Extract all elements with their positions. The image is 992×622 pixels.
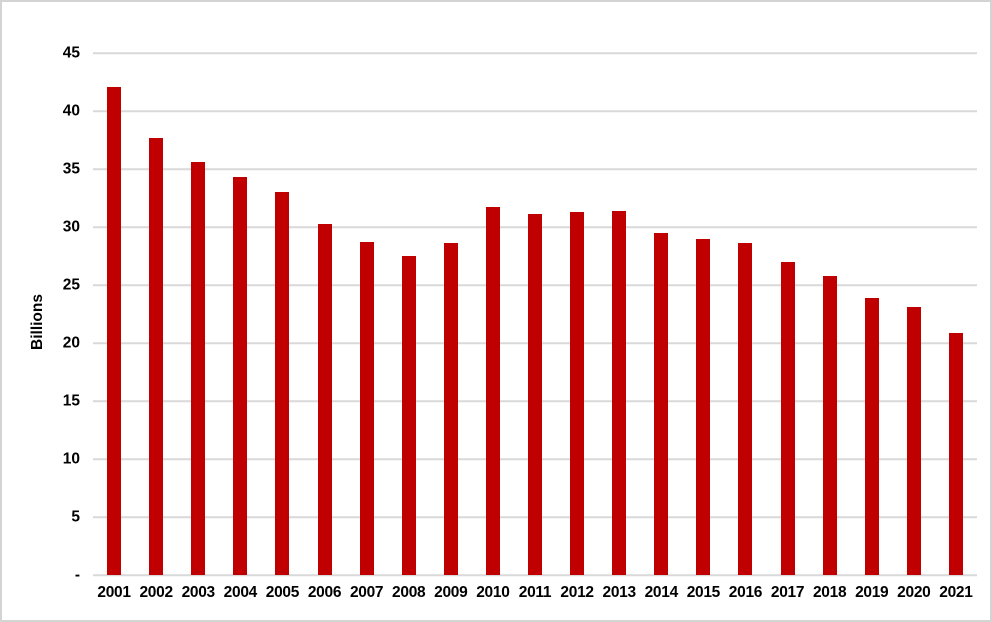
bar-slot-2010: [472, 53, 514, 575]
bar-2001: [107, 86, 122, 575]
y-tick-label-45: 45: [62, 44, 80, 62]
bar-2014: [654, 232, 669, 575]
bar-slot-2016: [724, 53, 766, 575]
bar-2019: [864, 297, 879, 575]
x-axis-labels: 2001 2002 2003 2004 2005 2006 2007 2008 2009 2010…: [93, 584, 977, 602]
bar-slot-2020: [893, 53, 935, 575]
bar-slot-2011: [514, 53, 556, 575]
bar-slot-2021: [935, 53, 977, 575]
x-tick-label-2001: 2001: [97, 584, 131, 601]
y-tick-label-5: 5: [71, 508, 80, 526]
bar-2006: [317, 223, 332, 575]
bar-slot-2014: [640, 53, 682, 575]
bar-slot-2008: [388, 53, 430, 575]
y-tick-label-25: 25: [62, 276, 80, 294]
x-tick-label-2017: 2017: [770, 584, 805, 601]
bar-2002: [149, 137, 164, 575]
bar-slot-2009: [430, 53, 472, 575]
x-tick-label-2019: 2019: [855, 584, 889, 601]
x-axis-line: [93, 574, 977, 576]
bar-2016: [738, 243, 753, 575]
y-tick-label-15: 15: [62, 392, 80, 410]
bar-2011: [527, 214, 542, 575]
x-tick-label-2005: 2005: [265, 584, 300, 601]
x-tick-label-2016: 2016: [728, 584, 763, 601]
y-tick-label-30: 30: [62, 218, 80, 236]
bar-2017: [780, 261, 795, 575]
gridline-45: [93, 52, 977, 54]
y-tick-label-35: 35: [62, 160, 80, 178]
bars: [93, 53, 977, 575]
bar-2021: [948, 332, 963, 575]
x-tick-label-2010: 2010: [476, 584, 510, 601]
y-tick-label-0: -: [74, 566, 80, 584]
bar-slot-2001: [93, 53, 135, 575]
bar-slot-2019: [851, 53, 893, 575]
plot-area: [93, 52, 977, 576]
bar-2020: [906, 307, 921, 575]
bar-slot-2003: [177, 53, 219, 575]
bar-2005: [275, 192, 290, 575]
x-tick-label-2012: 2012: [560, 584, 594, 601]
bar-slot-2004: [219, 53, 261, 575]
gridline-40: [93, 110, 977, 112]
bar-2010: [485, 207, 500, 575]
bar-2004: [233, 177, 248, 575]
y-axis-labels: 45 40 35 30 25 20 15 10 5 -: [2, 45, 80, 582]
bar-2008: [401, 256, 416, 575]
x-tick-label-2020: 2020: [897, 584, 931, 601]
bar-slot-2018: [809, 53, 851, 575]
bar-2013: [612, 210, 627, 575]
x-tick-label-2021: 2021: [939, 584, 973, 601]
x-tick-label-2011: 2011: [518, 584, 552, 601]
x-tick-label-2014: 2014: [644, 584, 679, 601]
x-tick-label-2004: 2004: [223, 584, 258, 601]
bar-slot-2012: [556, 53, 598, 575]
bar-slot-2005: [261, 53, 303, 575]
bar-2003: [191, 162, 206, 575]
bar-2012: [570, 211, 585, 575]
bar-slot-2017: [767, 53, 809, 575]
bar-slot-2002: [135, 53, 177, 575]
x-tick-label-2007: 2007: [349, 584, 384, 601]
x-tick-label-2003: 2003: [181, 584, 216, 601]
bar-slot-2006: [303, 53, 345, 575]
bar-2015: [696, 238, 711, 575]
x-tick-label-2018: 2018: [812, 584, 847, 601]
bar-slot-2015: [682, 53, 724, 575]
y-tick-label-10: 10: [62, 450, 80, 468]
x-tick-label-2002: 2002: [139, 584, 173, 601]
bar-slot-2013: [598, 53, 640, 575]
y-tick-label-20: 20: [62, 334, 80, 352]
x-tick-label-2013: 2013: [602, 584, 637, 601]
gridline-35: [93, 168, 977, 170]
x-tick-label-2009: 2009: [434, 584, 468, 601]
y-tick-label-40: 40: [62, 102, 80, 120]
bar-2007: [359, 242, 374, 575]
x-tick-label-2008: 2008: [392, 584, 426, 601]
x-tick-label-2006: 2006: [307, 584, 342, 601]
x-tick-label-2015: 2015: [686, 584, 721, 601]
bar-2018: [822, 275, 837, 575]
bar-slot-2007: [346, 53, 388, 575]
bar-2009: [443, 243, 458, 575]
